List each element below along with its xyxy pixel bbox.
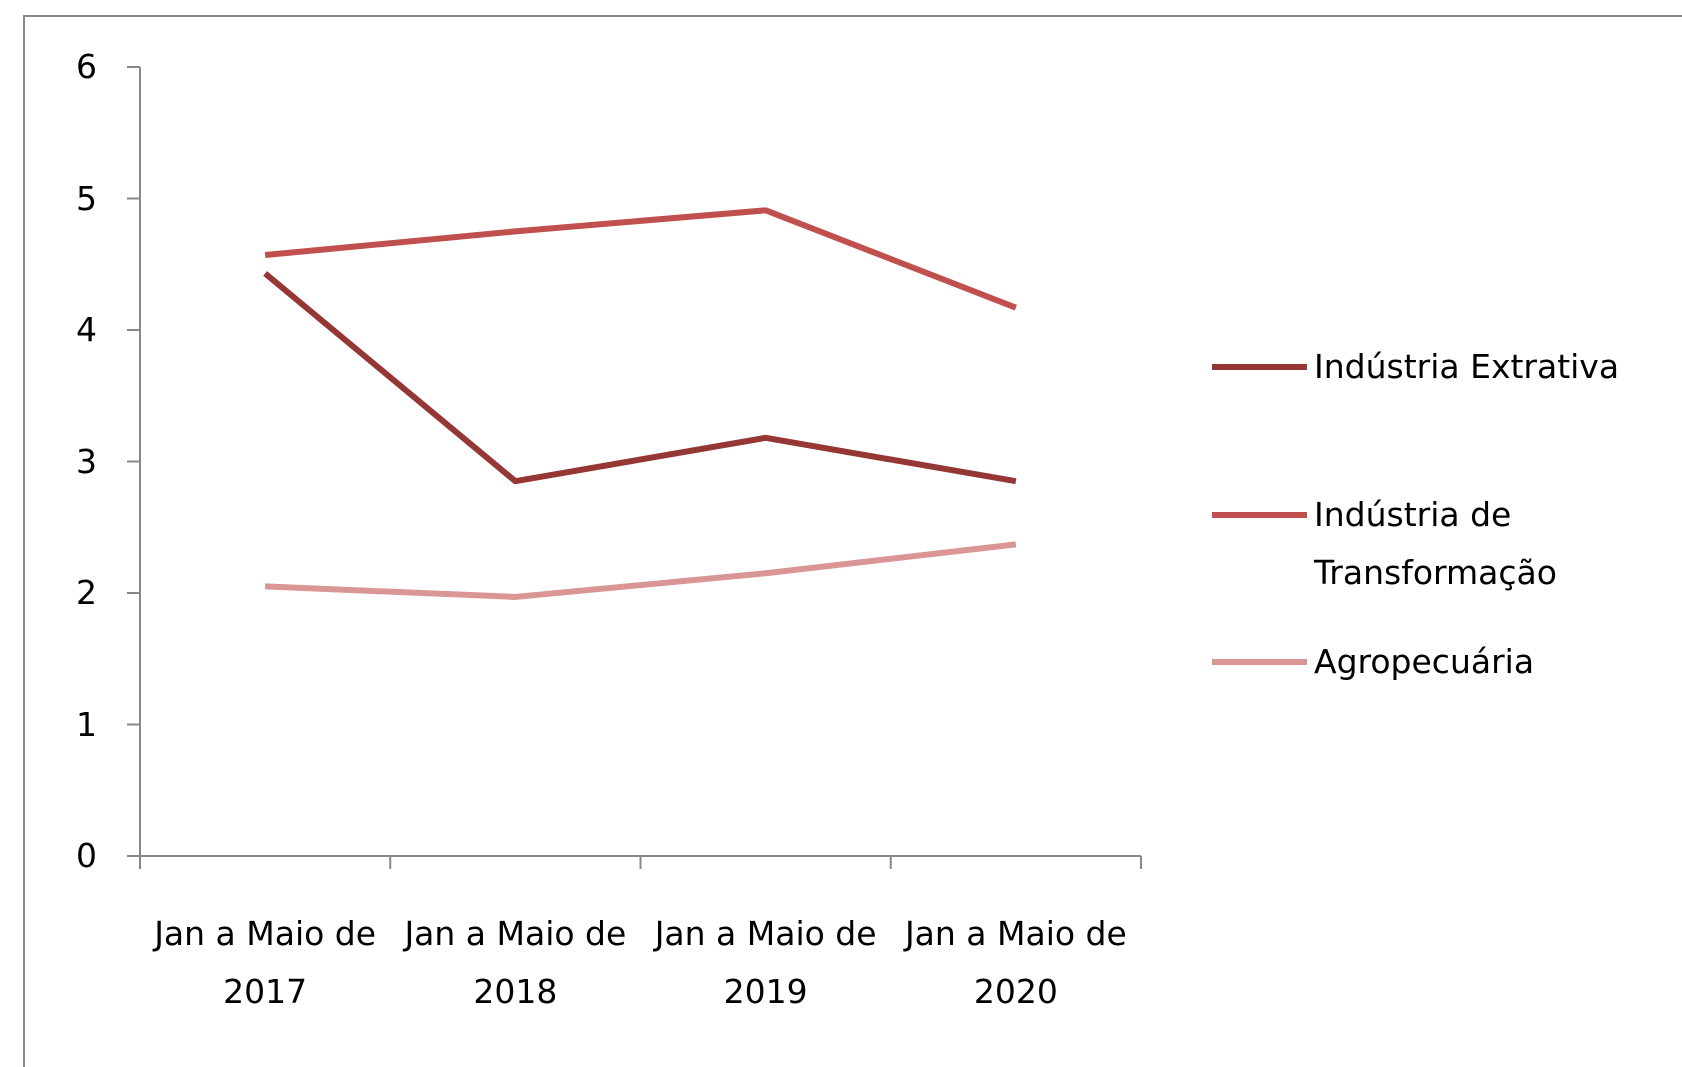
chart-border bbox=[23, 15, 1682, 1067]
y-tick-label: 5 bbox=[76, 178, 97, 218]
y-tick-label: 6 bbox=[76, 47, 97, 86]
legend-label: Indústria Extrativa bbox=[1314, 347, 1620, 386]
y-tick-label: 3 bbox=[76, 441, 97, 481]
x-tick-label: Jan a Maio de 2019 bbox=[654, 914, 877, 1011]
y-tick-label: 2 bbox=[76, 573, 97, 612]
series-line bbox=[263, 271, 1017, 485]
series-line bbox=[264, 207, 1017, 311]
legend-label: Indústria de Transformação bbox=[1314, 495, 1557, 592]
y-tick-label: 1 bbox=[76, 704, 97, 744]
y-tick-label: 4 bbox=[76, 310, 97, 349]
x-tick-label: Jan a Maio de 2018 bbox=[404, 914, 627, 1011]
legend-label: Agropecuária bbox=[1314, 642, 1535, 681]
y-tick-label: 0 bbox=[76, 836, 97, 875]
x-tick-label: Jan a Maio de 2020 bbox=[904, 914, 1127, 1011]
series-line bbox=[264, 541, 1017, 600]
x-tick-label: Jan a Maio de 2017 bbox=[154, 914, 377, 1011]
